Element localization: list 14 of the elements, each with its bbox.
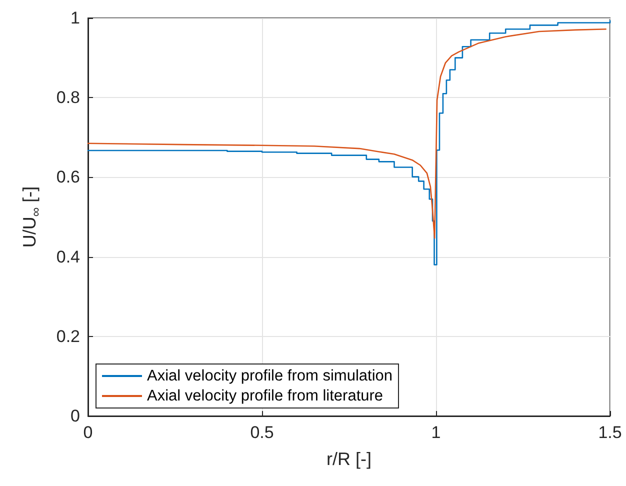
x-tick-label: 0.5 <box>250 423 274 442</box>
legend-label: Axial velocity profile from simulation <box>147 368 393 384</box>
y-axis-title: U/U∞ [-] <box>20 186 43 248</box>
y-tick-label: 0.8 <box>56 88 80 108</box>
y-tick-label: 0 <box>70 406 80 426</box>
y-tick-label: 0.6 <box>56 168 80 187</box>
y-tick-label: 0.2 <box>56 326 80 346</box>
x-tick-label: 1.5 <box>598 423 622 442</box>
y-tick-label: 1 <box>70 8 80 28</box>
y-tick-label: 0.4 <box>56 247 80 266</box>
x-tick-label: 0 <box>83 423 93 442</box>
x-axis-title: r/R [-] <box>326 449 372 469</box>
legend-label: Axial velocity profile from literature <box>147 388 384 404</box>
x-tick-label: 1 <box>431 423 441 442</box>
